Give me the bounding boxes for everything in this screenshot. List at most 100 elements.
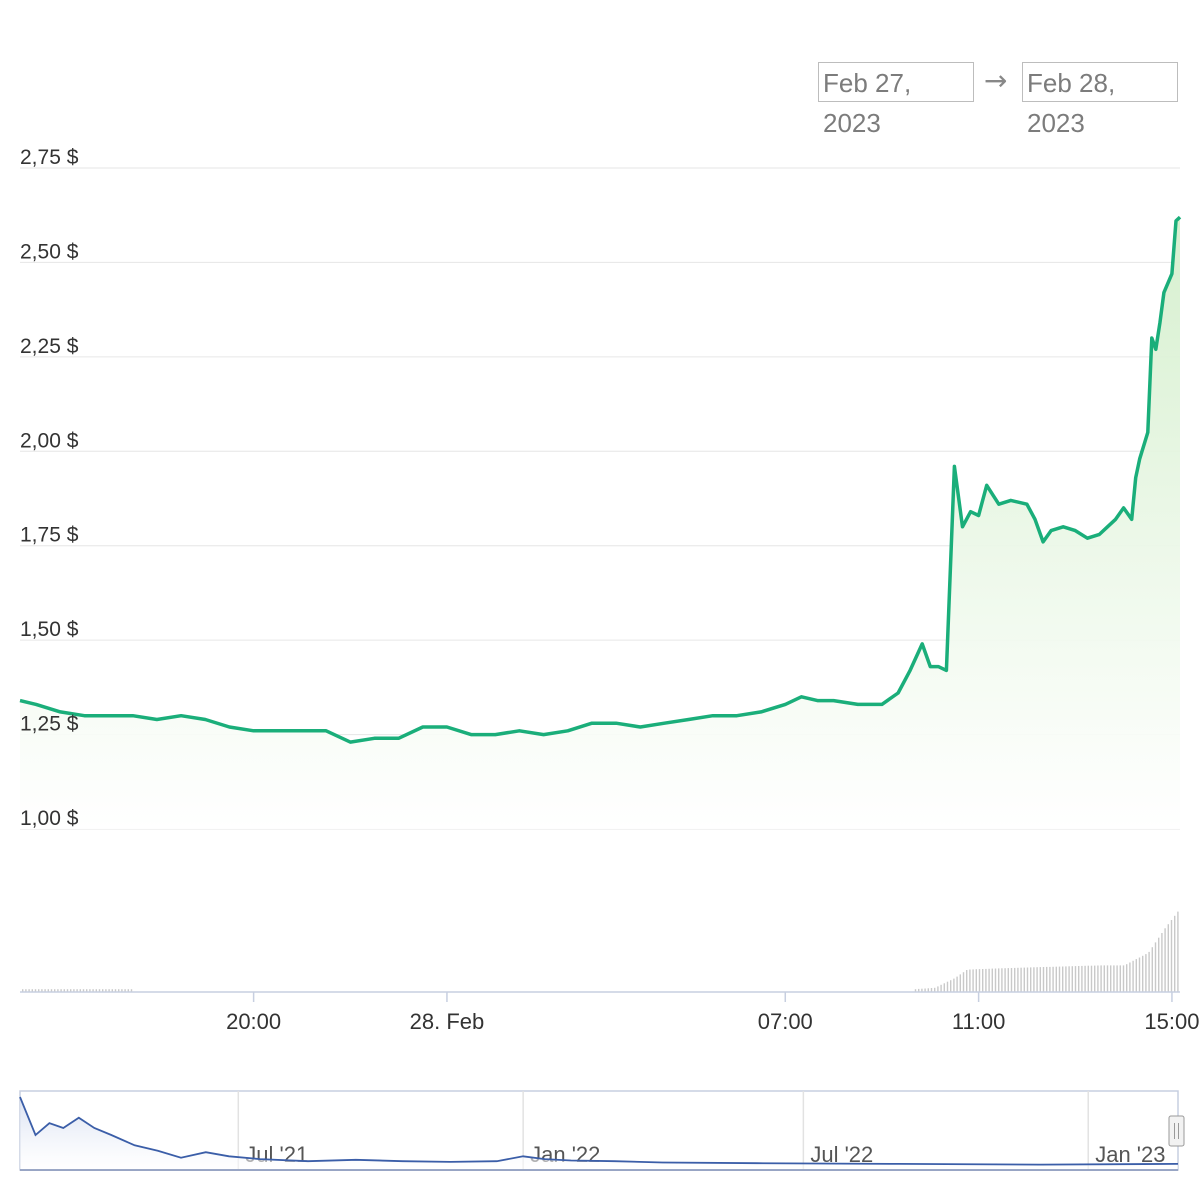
y-axis-labels: 1,00 $ 1,25 $ 1,50 $ 1,75 $ 2,00 $ 2,25 $ 2,50… (20, 146, 79, 830)
y-tick-label: 1,50 $ (20, 618, 79, 641)
volume-bar (1145, 954, 1147, 992)
range-from-input[interactable]: Feb 27, 2023 (818, 62, 974, 138)
volume-bar (937, 986, 939, 992)
price-area-layer (20, 217, 1180, 830)
price-line-layer (19, 215, 1182, 744)
volume-bar (1036, 967, 1038, 992)
volume-bar (1001, 968, 1003, 992)
volume-bar (950, 980, 952, 992)
volume-bar (972, 969, 974, 992)
volume-bar (54, 989, 56, 992)
volume-bar (998, 968, 1000, 992)
y-tick-label: 2,75 $ (20, 146, 79, 169)
volume-bar (1177, 911, 1179, 992)
volume-bar (1042, 967, 1045, 992)
navigator[interactable]: Jul '21 Jan '22 Jul '22 Jan '23 (19, 1090, 1185, 1171)
volume-bar (92, 989, 94, 992)
volume-bar (57, 989, 59, 992)
volume-bar (124, 989, 126, 992)
volume-bar (962, 972, 965, 992)
volume-bar (1023, 967, 1025, 992)
volume-bar (95, 989, 97, 992)
volume-bar (978, 969, 981, 992)
volume-bar (86, 989, 88, 992)
volume-bar (1026, 967, 1029, 992)
volume-bar (1151, 947, 1153, 992)
volume-bar (1049, 966, 1051, 992)
y-tick-label: 1,75 $ (20, 524, 79, 547)
volume-bar (1046, 966, 1048, 992)
volume-bar (991, 968, 993, 992)
volume-bar (966, 970, 968, 992)
volume-bar (943, 983, 945, 992)
volume-bar (1132, 960, 1134, 992)
volume-bar (1033, 967, 1035, 992)
volume-bar (1068, 966, 1070, 992)
volume-bar (924, 988, 926, 992)
volume-bar (105, 989, 107, 992)
volume-bar (121, 989, 123, 992)
y-tick-label: 1,00 $ (20, 807, 79, 830)
volume-bar (1148, 951, 1150, 992)
volume-bar (34, 989, 37, 992)
volume-bar (914, 989, 917, 992)
volume-bar (79, 989, 81, 992)
navigator-handle[interactable] (1168, 1115, 1185, 1147)
y-tick-label: 1,25 $ (20, 713, 79, 736)
volume-bar (1135, 959, 1137, 992)
volume-bar (1020, 967, 1022, 992)
volume-bar (988, 968, 990, 992)
volume-bar (953, 978, 955, 992)
volume-bar (127, 989, 129, 992)
volume-bar (66, 989, 69, 992)
volume-bar (1017, 967, 1019, 992)
volume-bar (73, 989, 75, 992)
x-tick-label: 28. Feb (410, 1009, 485, 1034)
volume-bar (1090, 965, 1093, 992)
volume-bar (1030, 967, 1032, 992)
volume-bar (994, 968, 997, 992)
volume-bar (1154, 942, 1157, 992)
x-tick-label: 07:00 (758, 1009, 813, 1034)
range-arrow: → (984, 64, 1008, 97)
volume-bar (946, 981, 949, 992)
volume-bar (102, 989, 104, 992)
volume-bar (89, 989, 91, 992)
volume-bar (108, 989, 110, 992)
volume-bar (1071, 966, 1073, 992)
x-axis: 20:00 28. Feb 07:00 11:00 15:00 (20, 991, 1199, 1034)
volume-bar (22, 989, 24, 992)
volume-bar (41, 989, 43, 992)
volume-bar (1158, 937, 1160, 992)
volume-bar (918, 988, 920, 992)
volume-bar (1084, 965, 1086, 992)
x-tick-label: 11:00 (952, 1009, 1005, 1034)
volume-bar (1065, 966, 1067, 992)
volume-bar (25, 989, 27, 992)
volume-bar (1106, 965, 1109, 992)
volume-bar (1161, 933, 1163, 992)
volume-bar (130, 989, 133, 992)
volume-bar (1164, 928, 1166, 992)
navigator-area (20, 1097, 1178, 1170)
x-tick-label: 15:00 (1144, 1009, 1199, 1034)
volume-bar (1170, 920, 1173, 992)
y-tick-label: 2,00 $ (20, 429, 79, 452)
volume-bar (60, 989, 62, 992)
volume-bar (1122, 965, 1125, 992)
volume-bar (98, 989, 101, 992)
volume-bar (1078, 966, 1080, 992)
volume-bar (31, 989, 33, 992)
volume-bar (76, 989, 78, 992)
range-to-input[interactable]: Feb 28, 2023 (1022, 62, 1178, 138)
volume-bar (1004, 968, 1006, 992)
volume-bar (1129, 962, 1131, 992)
volume-bar (934, 987, 936, 992)
volume-bar (956, 976, 958, 992)
volume-bar (969, 969, 971, 992)
volume-bar (959, 974, 961, 992)
volume-bar (114, 989, 117, 992)
volume-bar (1138, 957, 1141, 992)
volume-bar (1174, 915, 1176, 992)
volume-bar (1113, 965, 1115, 992)
